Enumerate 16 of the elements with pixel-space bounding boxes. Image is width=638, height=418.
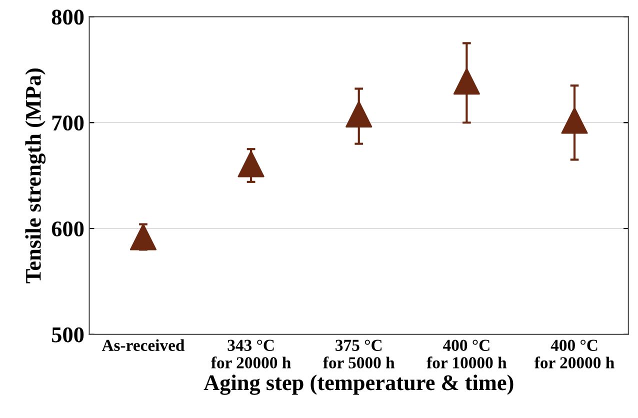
x-tick-label: 343 °C for 20000 h xyxy=(211,340,291,368)
y-tick-label: 700 xyxy=(52,116,84,131)
y-tick-label: 800 xyxy=(52,10,84,25)
y-tick-label: 600 xyxy=(52,221,84,236)
point xyxy=(238,150,264,178)
x-tick-label: As-received xyxy=(102,339,185,351)
x-tick-label: 400 °C for 20000 h xyxy=(534,340,614,368)
point xyxy=(346,100,372,128)
y-axis-title: Tensile strength (MPa) xyxy=(25,68,46,284)
x-tick-label: 400 °C for 10000 h xyxy=(426,340,507,368)
x-axis-title: Aging step (temperature & time) xyxy=(204,374,514,395)
y-tick-label: 500 xyxy=(52,327,84,342)
x-tick-label: 375 °C for 5000 h xyxy=(323,340,395,368)
point xyxy=(561,107,588,134)
point xyxy=(130,224,157,250)
point xyxy=(453,68,480,95)
